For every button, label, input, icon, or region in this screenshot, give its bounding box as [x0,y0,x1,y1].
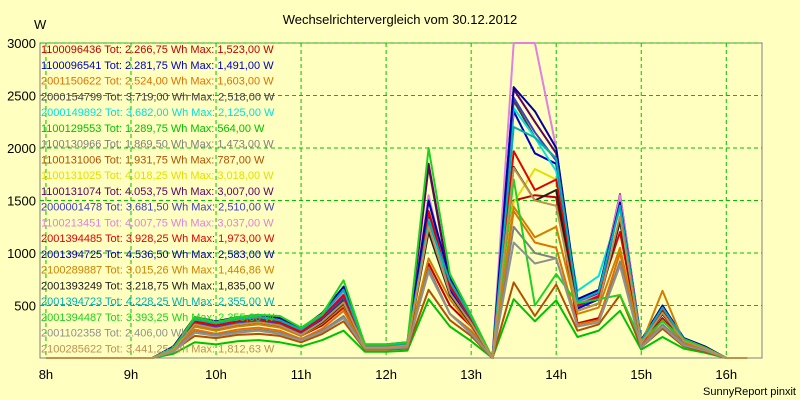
grid-lines [40,42,762,358]
legend-entry: 1100131006 Tot: 1.931,75 Wh Max: 787,00 … [41,154,265,166]
series-line-20 [46,166,748,359]
legend: 1100096436 Tot: 2.266,75 Wh Max: 1,523,0… [41,44,275,355]
series-lines [46,42,748,359]
x-tick-label: 15h [630,367,652,382]
y-tick-label: 1000 [7,246,36,261]
legend-entry: 1100131025 Tot: 4.018,25 Wh Max: 3,018,0… [41,170,274,182]
legend-entry: 2100289887 Tot: 3.015,26 Wh Max: 1,446,8… [41,265,275,277]
x-tick-label: 13h [460,367,482,382]
footer-credit: SunnyReport pinxit [703,386,796,398]
legend-entry: 2100285622 Tot: 3.441,25 Wh Max: 1,812,6… [41,343,275,355]
y-tick-label: 500 [14,299,36,314]
legend-entry: 2001394723 Tot: 4.228,25 Wh Max: 2,355,0… [41,296,275,308]
y-axis-label: W [34,17,47,32]
legend-entry: 2001102358 Tot: 2.406,00 Wh [41,328,187,340]
x-tick-label: 10h [205,367,227,382]
x-tick-label: 12h [375,367,397,382]
y-tick-label: 2000 [7,141,36,156]
legend-entry: 2001394487 Tot: 3.393,25 Wh Max: 2,355,0… [41,312,275,324]
y-tick-label: 3000 [7,36,36,51]
legend-entry: 1100130966 Tot: 1.869,50 Wh Max: 1,473,0… [41,139,274,151]
y-axis-ticks: 500 1000 1500 2000 2500 3000 [7,36,36,314]
x-tick-label: 8h [39,367,53,382]
legend-entry: 2001394485 Tot: 3.928,25 Wh Max: 1,973,0… [41,233,275,245]
legend-entry: 2001393249 Tot: 3.218,75 Wh Max: 1,835,0… [41,280,275,292]
legend-entry: 1100129553 Tot: 1.289,75 Wh Max: 564,00 … [41,123,265,135]
x-tick-label: 16h [715,367,737,382]
y-tick-label: 1500 [7,194,36,209]
legend-entry: 1100096541 Tot: 2.281,75 Wh Max: 1,491,0… [41,60,274,72]
chart-title: Wechselrichtervergleich vom 30.12.2012 [283,12,518,27]
legend-entry: 2000001478 Tot: 3.681,50 Wh Max: 2,510,0… [41,202,275,214]
legend-entry: 1100096436 Tot: 2.266,75 Wh Max: 1,523,0… [41,44,274,56]
legend-entry: 2000154799 Tot: 3.719,00 Wh Max: 2,518,0… [41,91,275,103]
legend-entry: 2001394725 Tot: 4.536,50 Wh Max: 2,583,0… [41,249,275,261]
x-tick-label: 9h [124,367,138,382]
legend-entry: 2000149892 Tot: 3.682,00 Wh Max: 2,125,0… [41,107,275,119]
legend-entry: 1100213451 Tot: 4.007,75 Wh Max: 3,037,0… [41,217,274,229]
x-axis-ticks: 8h 9h 10h 11h 12h 13h 14h 15h 16h [39,367,737,382]
series-line-6 [46,298,748,359]
x-tick-label: 14h [545,367,567,382]
y-tick-label: 2500 [7,89,36,104]
legend-entry: 1100131074 Tot: 4.053,75 Wh Max: 3,007,0… [41,186,274,198]
legend-entry: 2001150622 Tot: 2.524,00 Wh Max: 1,603,0… [41,76,274,88]
x-tick-label: 11h [291,367,312,382]
